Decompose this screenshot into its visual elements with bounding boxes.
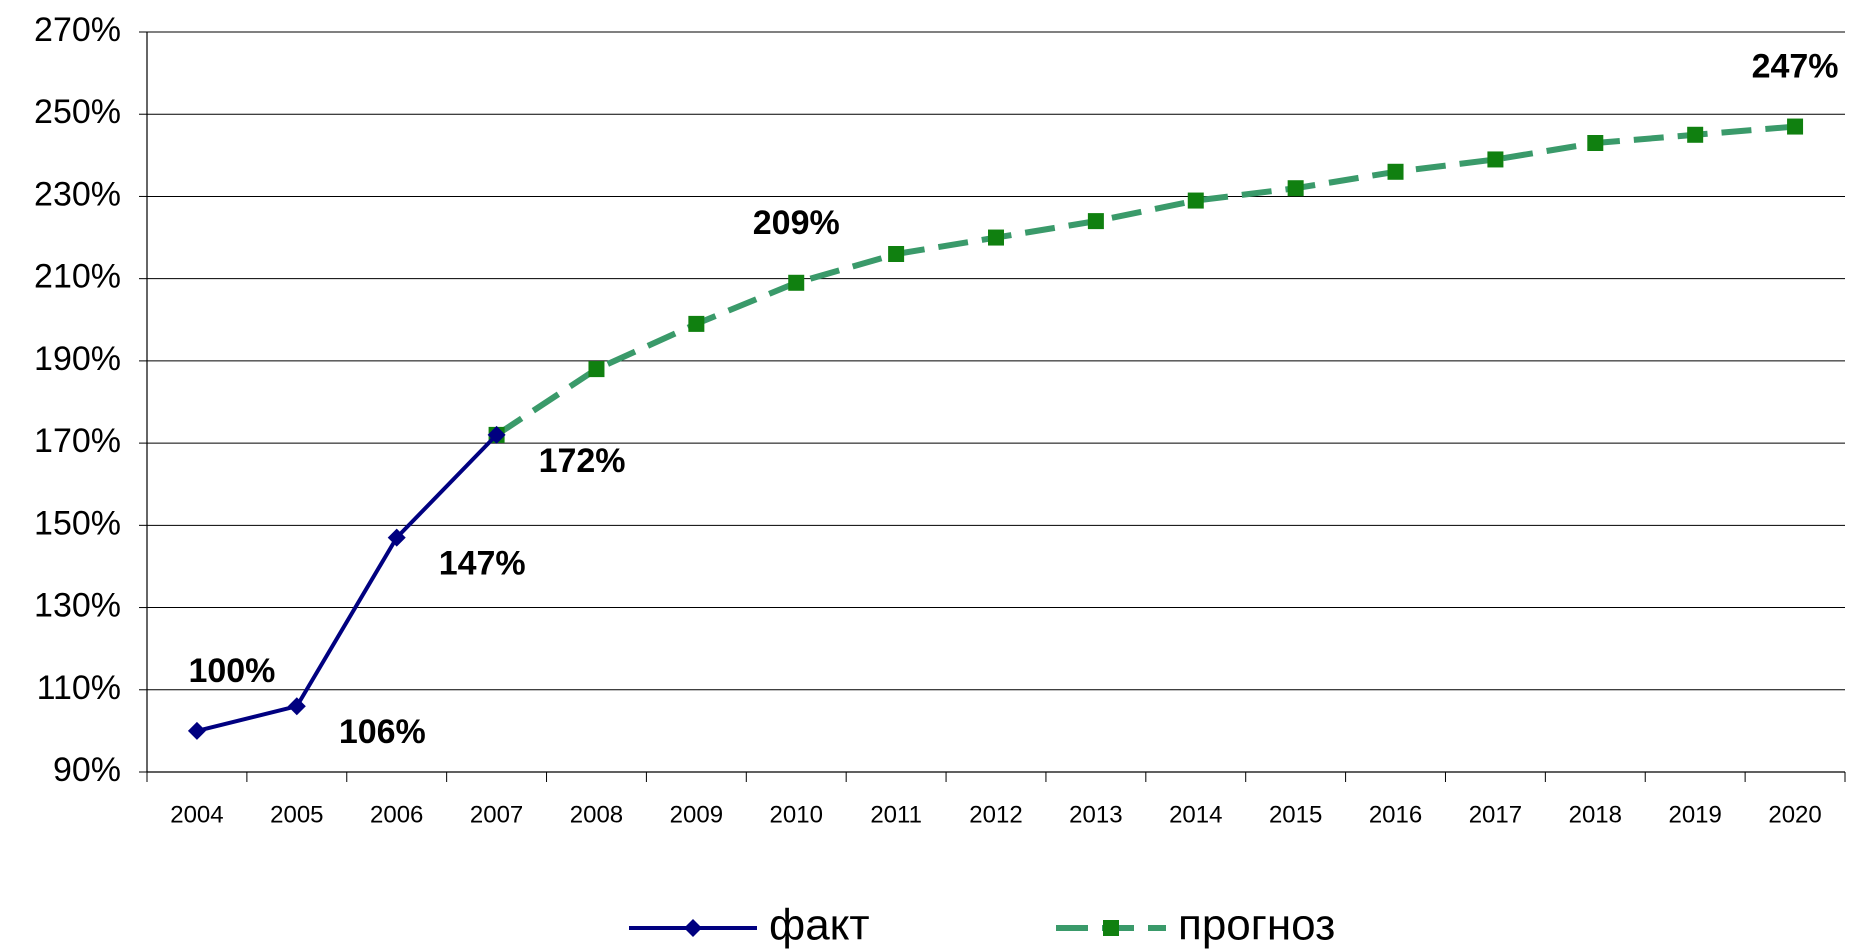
x-tick-label: 2012 — [969, 801, 1022, 828]
y-tick-label: 250% — [34, 93, 121, 131]
x-tick-label: 2017 — [1469, 801, 1522, 828]
legend-marker — [1103, 920, 1119, 936]
x-tick-label: 2009 — [670, 801, 723, 828]
x-tick-label: 2016 — [1369, 801, 1422, 828]
y-tick-label: 130% — [34, 587, 121, 625]
data-label: 247% — [1752, 48, 1839, 86]
x-tick-label: 2008 — [570, 801, 623, 828]
x-tick-label: 2010 — [770, 801, 823, 828]
point — [1487, 151, 1504, 168]
y-tick-label: 90% — [53, 751, 121, 789]
y-tick-label: 190% — [34, 340, 121, 378]
y-tick-label: 270% — [34, 11, 121, 49]
y-tick-label: 170% — [34, 422, 121, 460]
point — [788, 274, 805, 291]
series-line — [196, 433, 499, 733]
point — [1787, 118, 1804, 135]
x-tick-label: 2013 — [1069, 801, 1122, 828]
point — [1387, 163, 1404, 180]
point — [1187, 192, 1204, 209]
x-tick-label: 2011 — [870, 801, 922, 828]
y-tick-label: 210% — [34, 258, 121, 296]
point — [387, 528, 406, 547]
legend-marker — [684, 919, 702, 937]
x-tick-label: 2019 — [1668, 801, 1721, 828]
x-tick-label: 2015 — [1269, 801, 1322, 828]
legend-item: факт — [629, 901, 870, 950]
point — [988, 229, 1004, 246]
point — [487, 425, 506, 444]
x-tick-label: 2020 — [1768, 801, 1821, 828]
x-tick-label: 2007 — [470, 801, 523, 828]
point — [588, 361, 605, 378]
x-tick-label: 2005 — [270, 801, 323, 828]
x-tick-label: 2014 — [1169, 801, 1222, 828]
x-tick-label: 2004 — [170, 801, 223, 828]
point — [187, 721, 206, 740]
point — [1587, 135, 1604, 151]
series-line — [494, 123, 1796, 438]
data-label: 106% — [339, 713, 426, 751]
legend-item: прогноз — [1056, 901, 1335, 950]
data-label: 100% — [188, 652, 275, 690]
data-label: 209% — [753, 204, 840, 242]
y-tick-label: 150% — [34, 504, 121, 542]
y-tick-label: 110% — [37, 669, 121, 707]
point — [287, 697, 306, 716]
x-tick-label: 2006 — [370, 801, 423, 828]
point — [688, 315, 705, 332]
point — [888, 246, 905, 262]
point — [1087, 213, 1104, 230]
data-label: 147% — [439, 545, 526, 583]
point — [1687, 126, 1704, 143]
legend-label: факт — [769, 901, 870, 950]
x-tick-label: 2018 — [1569, 801, 1622, 828]
legend-label: прогноз — [1178, 901, 1335, 950]
data-label: 172% — [539, 442, 626, 480]
y-tick-label: 230% — [34, 175, 121, 213]
point — [1287, 180, 1304, 197]
